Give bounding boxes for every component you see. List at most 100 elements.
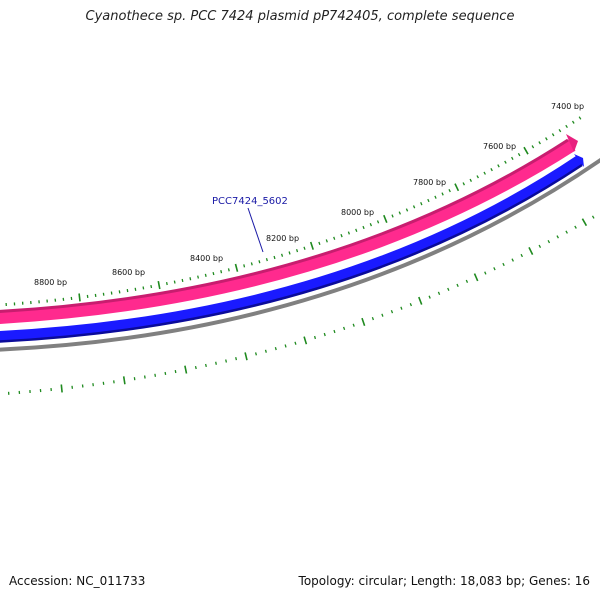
- minor-tick-mark: [142, 286, 145, 290]
- minor-tick-mark: [511, 258, 514, 262]
- minor-tick-mark: [227, 268, 230, 272]
- major-tick-mark: [523, 146, 529, 155]
- tick-label: 8600 bp: [112, 268, 145, 277]
- minor-tick-mark: [574, 225, 577, 229]
- minor-tick-mark: [174, 369, 177, 374]
- minor-tick-mark: [484, 271, 487, 275]
- minor-tick-mark: [265, 258, 268, 262]
- major-tick-mark: [60, 384, 63, 393]
- tick-label-group: 7400 bp 7600 bp 7800 bp 8000 bp 8200 bp …: [34, 102, 584, 287]
- major-tick-mark: [184, 365, 188, 374]
- minor-tick-mark: [405, 208, 409, 212]
- major-tick-mark: [361, 317, 366, 326]
- minor-tick-mark: [150, 284, 153, 289]
- reverse-feature-shade: [0, 163, 583, 343]
- forward-feature-arc[interactable]: [0, 139, 576, 324]
- minor-tick-mark: [347, 231, 351, 235]
- minor-tick-mark: [274, 347, 277, 351]
- minor-tick-mark: [538, 244, 542, 248]
- minor-tick-mark: [154, 373, 157, 377]
- minor-tick-mark: [342, 326, 346, 331]
- minor-tick-mark: [164, 371, 167, 376]
- reverse-feature-arrowhead: [574, 154, 584, 167]
- minor-tick-mark: [173, 280, 176, 284]
- minor-tick-mark: [204, 273, 207, 277]
- minor-tick-mark: [441, 192, 444, 196]
- minor-tick-mark: [462, 182, 465, 186]
- minor-tick-mark: [352, 323, 355, 327]
- minor-tick-mark: [355, 228, 358, 232]
- tick-label: 8200 bp: [266, 234, 299, 243]
- reverse-feature-arc[interactable]: [0, 155, 584, 342]
- minor-tick-mark: [333, 329, 336, 334]
- minor-tick-mark: [323, 332, 326, 337]
- minor-tick-mark: [288, 251, 291, 255]
- tick-label: 8400 bp: [190, 254, 223, 263]
- minor-tick-mark: [511, 156, 514, 161]
- minor-tick-mark: [118, 290, 121, 294]
- accession-label: Accession: NC_011733: [9, 574, 146, 588]
- major-tick-mark: [309, 241, 314, 250]
- minor-tick-mark: [434, 195, 437, 199]
- minor-tick-mark: [220, 270, 223, 274]
- minor-tick-mark: [181, 278, 184, 283]
- minor-tick-mark: [558, 129, 562, 133]
- tick-label: 8800 bp: [34, 278, 67, 287]
- minor-tick-mark: [340, 233, 343, 238]
- minor-tick-mark: [420, 202, 423, 206]
- minor-tick-mark: [447, 287, 450, 291]
- minor-tick-mark: [134, 287, 137, 291]
- forward-feature-shade: [0, 138, 569, 313]
- major-tick-mark: [454, 183, 460, 192]
- minor-tick-mark: [538, 141, 541, 145]
- minor-tick-mark: [381, 313, 384, 317]
- minor-tick-mark: [571, 120, 575, 124]
- gene-label[interactable]: PCC7424_5602: [212, 196, 288, 207]
- minor-tick-mark: [204, 363, 207, 368]
- minor-tick-mark: [565, 124, 568, 129]
- minor-tick-mark: [591, 215, 595, 219]
- major-tick-mark: [383, 214, 388, 223]
- minor-tick-mark: [469, 178, 472, 182]
- minor-tick-mark: [295, 249, 299, 253]
- inner-tick-ring: [7, 215, 595, 395]
- minor-tick-mark: [143, 375, 146, 379]
- minor-tick-mark: [412, 205, 416, 209]
- minor-tick-mark: [318, 241, 321, 246]
- minor-tick-mark: [371, 316, 375, 321]
- minor-tick-mark: [497, 164, 500, 168]
- minor-tick-mark: [197, 275, 200, 279]
- minor-tick-mark: [284, 344, 287, 348]
- major-tick-mark: [244, 352, 248, 361]
- major-tick-mark: [581, 218, 588, 227]
- minor-tick-mark: [254, 352, 258, 356]
- minor-tick-mark: [427, 198, 430, 203]
- minor-tick-mark: [273, 255, 276, 260]
- minor-tick-mark: [165, 281, 168, 286]
- major-tick-mark: [473, 273, 479, 282]
- minor-tick-mark: [502, 262, 505, 267]
- minor-tick-mark: [551, 133, 555, 137]
- minor-tick-mark: [483, 171, 486, 175]
- minor-tick-mark: [437, 291, 441, 295]
- minor-tick-mark: [490, 167, 493, 172]
- gene-label-pointer: [247, 207, 264, 253]
- tick-label: 8000 bp: [341, 208, 374, 217]
- minor-tick-mark: [189, 277, 192, 281]
- minor-tick-mark: [362, 225, 365, 230]
- tick-label: 7600 bp: [483, 142, 516, 151]
- minor-tick-mark: [517, 152, 521, 157]
- major-tick-mark: [418, 296, 423, 305]
- minor-tick-mark: [531, 145, 535, 149]
- minor-tick-mark: [565, 230, 568, 234]
- major-tick-mark: [78, 293, 81, 302]
- minor-tick-mark: [194, 365, 197, 370]
- minor-tick-mark: [243, 264, 246, 268]
- minor-tick-mark: [333, 236, 336, 240]
- major-tick-mark: [157, 280, 161, 290]
- minor-tick-mark: [493, 267, 496, 271]
- outer-tick-ring: [5, 116, 582, 307]
- minor-tick-mark: [313, 335, 317, 340]
